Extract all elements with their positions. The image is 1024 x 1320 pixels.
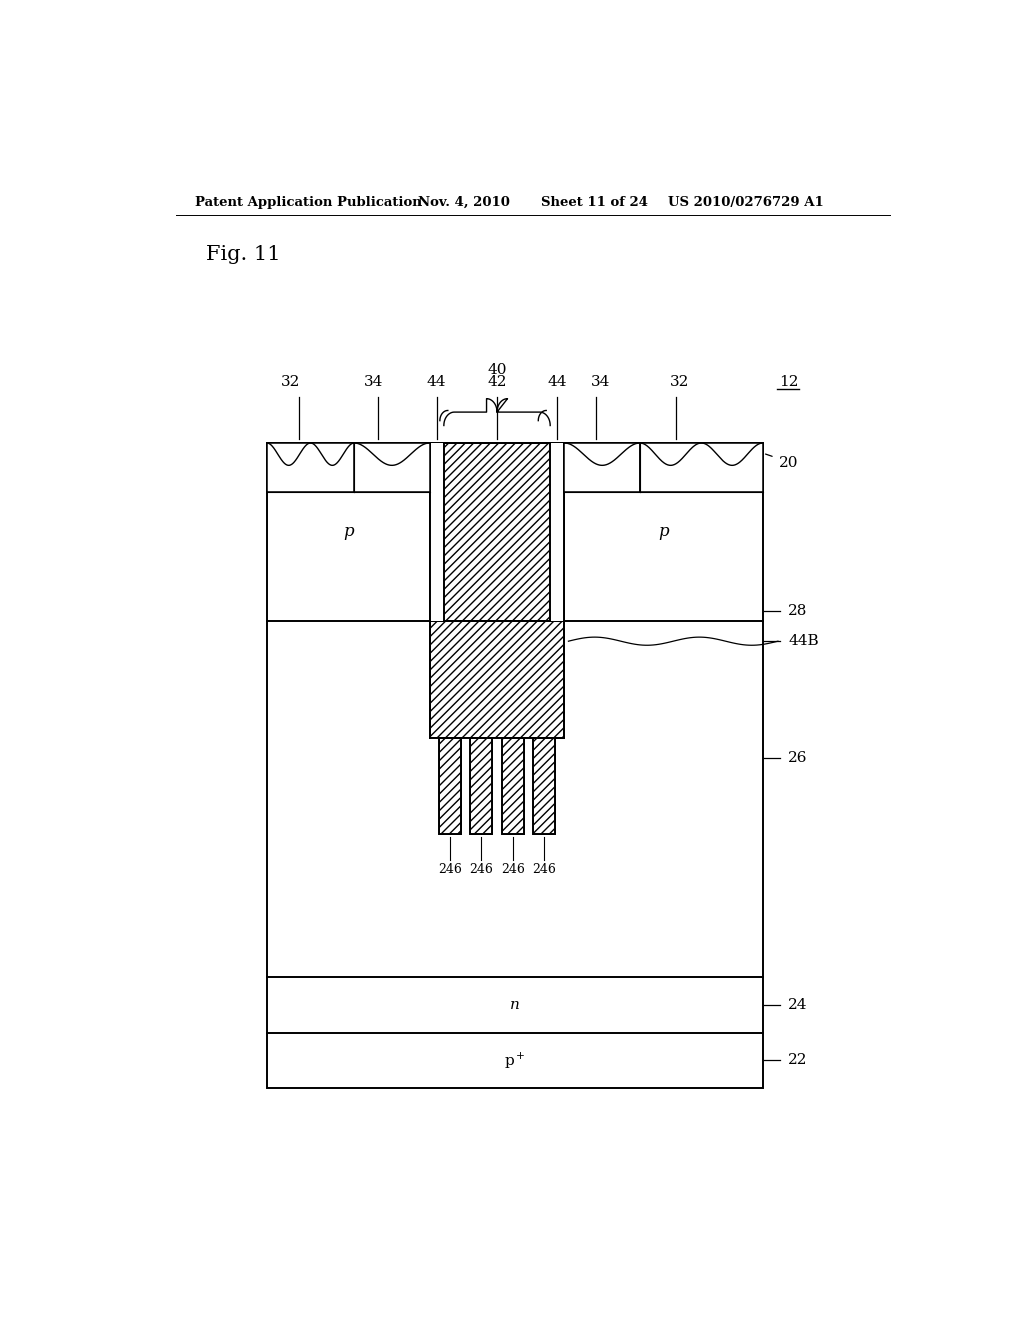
Text: 44: 44 bbox=[427, 375, 446, 389]
Bar bbox=[447, 738, 555, 834]
Bar bbox=[470, 738, 493, 834]
Text: 246: 246 bbox=[438, 863, 462, 875]
Bar bbox=[430, 444, 443, 620]
Bar bbox=[564, 444, 640, 492]
Text: 12: 12 bbox=[778, 375, 799, 389]
Text: Nov. 4, 2010: Nov. 4, 2010 bbox=[418, 195, 510, 209]
Text: US 2010/0276729 A1: US 2010/0276729 A1 bbox=[668, 195, 823, 209]
Bar bbox=[534, 738, 555, 834]
Bar bbox=[550, 444, 564, 620]
Bar bbox=[640, 444, 763, 492]
Bar bbox=[430, 620, 564, 738]
Text: p: p bbox=[658, 524, 669, 540]
Text: 246: 246 bbox=[469, 863, 494, 875]
Text: 22: 22 bbox=[788, 1053, 808, 1068]
Bar bbox=[493, 738, 502, 834]
Bar bbox=[470, 738, 493, 834]
Text: 34: 34 bbox=[591, 375, 610, 389]
Bar bbox=[438, 738, 461, 834]
Bar bbox=[502, 738, 524, 834]
Bar bbox=[267, 444, 763, 1089]
Bar bbox=[524, 738, 534, 834]
Text: 44: 44 bbox=[548, 375, 567, 389]
Bar bbox=[502, 738, 524, 834]
Text: 246: 246 bbox=[501, 863, 524, 875]
Bar bbox=[430, 444, 564, 620]
Text: 32: 32 bbox=[670, 375, 689, 389]
Text: 26: 26 bbox=[788, 751, 808, 766]
Text: p: p bbox=[343, 524, 353, 540]
Bar bbox=[354, 444, 430, 492]
Text: 32: 32 bbox=[281, 375, 300, 389]
Text: n$^+$: n$^+$ bbox=[382, 459, 401, 477]
Bar bbox=[430, 738, 438, 834]
Text: 44B: 44B bbox=[788, 634, 819, 648]
Text: 20: 20 bbox=[778, 457, 799, 470]
Text: Sheet 11 of 24: Sheet 11 of 24 bbox=[541, 195, 647, 209]
Text: p$^+$: p$^+$ bbox=[691, 457, 712, 478]
Bar bbox=[461, 738, 470, 834]
Bar bbox=[267, 444, 354, 492]
Bar bbox=[438, 738, 461, 834]
Text: Patent Application Publication: Patent Application Publication bbox=[196, 195, 422, 209]
Text: Fig. 11: Fig. 11 bbox=[206, 246, 281, 264]
Text: 42: 42 bbox=[487, 375, 507, 389]
Text: 40: 40 bbox=[487, 363, 507, 376]
Text: n$^+$: n$^+$ bbox=[592, 459, 612, 477]
Text: p$^+$: p$^+$ bbox=[301, 457, 321, 478]
Bar bbox=[534, 738, 555, 834]
Bar bbox=[430, 444, 564, 620]
Text: n: n bbox=[510, 998, 520, 1011]
Text: n$^-$: n$^-$ bbox=[502, 810, 527, 828]
Text: 28: 28 bbox=[788, 603, 808, 618]
Text: 246: 246 bbox=[532, 863, 556, 875]
Text: p$^+$: p$^+$ bbox=[504, 1051, 525, 1071]
Bar bbox=[430, 620, 564, 738]
Text: 24: 24 bbox=[788, 998, 808, 1011]
Text: 34: 34 bbox=[365, 375, 384, 389]
